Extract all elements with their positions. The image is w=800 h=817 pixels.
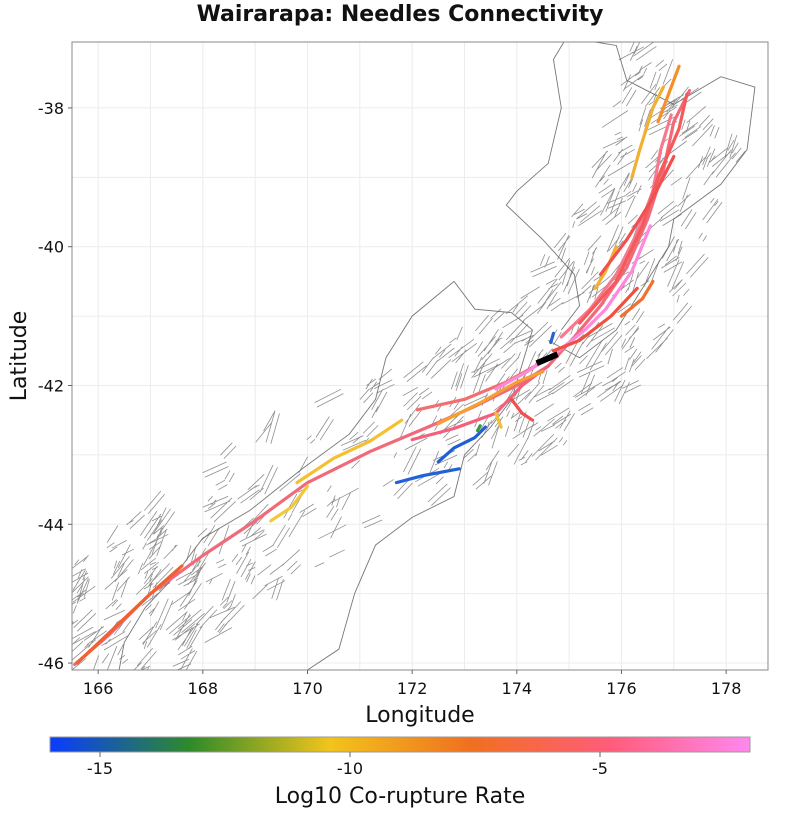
colorbar-tick-label: -10 bbox=[337, 759, 363, 778]
source-fault-wairarapa-needles bbox=[535, 351, 559, 367]
x-tick-label: 170 bbox=[292, 679, 323, 698]
x-tick-label: 172 bbox=[397, 679, 428, 698]
y-tick-label: -44 bbox=[38, 515, 64, 534]
x-tick-label: 166 bbox=[83, 679, 114, 698]
fault-series-14 bbox=[656, 64, 681, 124]
fault-series-0 bbox=[73, 88, 692, 667]
x-tick-label: 174 bbox=[502, 679, 533, 698]
colorbar bbox=[49, 736, 751, 753]
x-tick-label: 178 bbox=[711, 679, 742, 698]
fault-series-13 bbox=[630, 85, 665, 179]
fault-series-10 bbox=[559, 113, 673, 339]
y-tick-label: -40 bbox=[38, 238, 64, 257]
fault-series-8 bbox=[436, 425, 488, 464]
colorbar-label: Log10 Co-rupture Rate bbox=[275, 784, 526, 809]
x-axis-ticks: 166 168 170 172 174 176 178 bbox=[83, 670, 742, 698]
colorbar-tick-label: -15 bbox=[87, 759, 113, 778]
fault-series-1 bbox=[75, 564, 184, 665]
fault-series-17 bbox=[598, 154, 676, 277]
coast-north-island bbox=[505, 42, 756, 359]
fault-series-15 bbox=[494, 224, 652, 391]
fault-series-6 bbox=[436, 370, 545, 426]
fault-series-19 bbox=[549, 331, 556, 345]
chart-title: Wairarapa: Needles Connectivity bbox=[196, 2, 604, 27]
fault-series-12 bbox=[593, 245, 618, 290]
fault-series-21 bbox=[509, 397, 535, 422]
colorbar-tick-label: -5 bbox=[592, 759, 608, 778]
y-axis-label: Latitude bbox=[7, 311, 32, 402]
colorbar-ticks: -15 -10 -5 bbox=[87, 752, 608, 778]
fault-series-16 bbox=[551, 286, 639, 353]
background-faults bbox=[72, 42, 746, 670]
y-axis-ticks: -38 -40 -42 -44 -46 bbox=[38, 99, 72, 673]
fault-series-3 bbox=[269, 484, 310, 523]
y-tick-label: -42 bbox=[38, 376, 64, 395]
plot-frame bbox=[71, 41, 769, 671]
coast-south-island bbox=[118, 280, 534, 670]
coastline bbox=[118, 42, 756, 670]
fault-series-18 bbox=[619, 279, 655, 318]
grid-lines bbox=[72, 42, 768, 670]
x-axis-label: Longitude bbox=[365, 703, 474, 728]
fault-series-7 bbox=[394, 467, 461, 485]
fault-series-2 bbox=[295, 418, 404, 485]
x-tick-label: 168 bbox=[188, 679, 219, 698]
fault-network bbox=[72, 42, 746, 670]
co-rupture-faults bbox=[73, 64, 692, 667]
y-tick-label: -38 bbox=[38, 99, 64, 118]
fault-series-9 bbox=[494, 411, 503, 429]
x-tick-label: 176 bbox=[606, 679, 637, 698]
y-tick-label: -46 bbox=[38, 654, 64, 673]
fault-series-20 bbox=[475, 424, 482, 433]
